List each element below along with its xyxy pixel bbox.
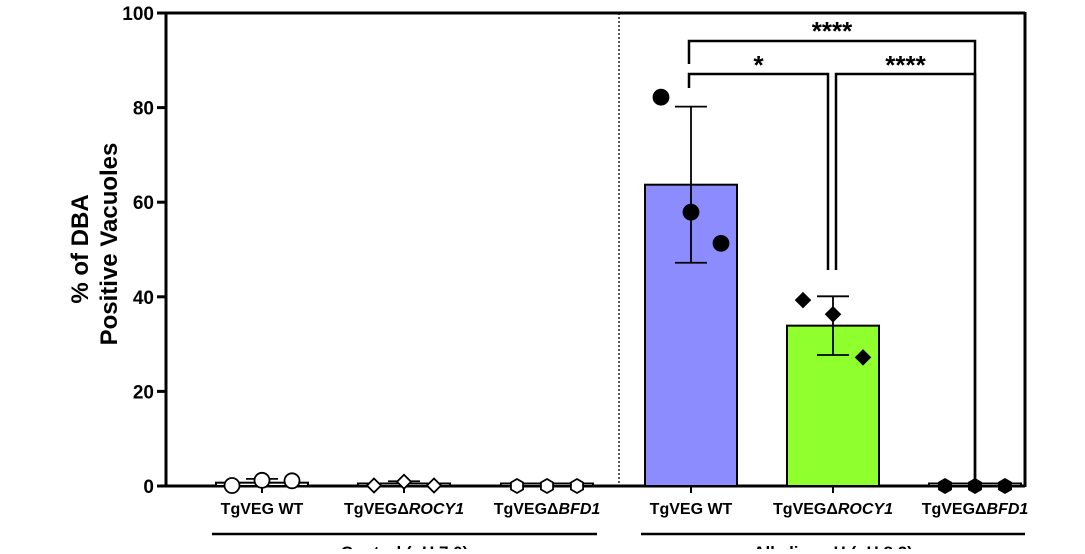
data-point [365,477,383,494]
significance-label: **** [885,50,926,80]
y-axis-title-line2: Positive Vacuoles [96,143,123,346]
x-category-label: TgVEGΔROCY1 [344,501,464,518]
data-point [794,291,812,309]
data-point [253,471,271,489]
data-point [824,306,842,323]
data-point [682,203,700,221]
group-label: Alkaline pH (pH 8.2) [753,543,913,549]
x-category-label: TgVEG WT [221,501,304,518]
data-point [854,349,872,366]
data-point [998,477,1012,495]
data-point [652,88,670,106]
y-tick-label: 80 [133,99,154,120]
significance-bracket [834,72,977,486]
y-tick-label: 20 [133,382,154,403]
y-tick-label: 40 [133,288,154,309]
data-point [223,477,241,494]
data-point [395,473,413,491]
y-tick-label: 100 [122,4,154,25]
significance-label: * [753,50,764,80]
data-point [425,477,443,494]
data-point [283,472,301,490]
y-axis-title-line1: % of DBA [67,194,94,303]
data-point [570,477,584,495]
x-category-label: TgVEG WT [650,501,733,518]
x-category-label: TgVEGΔROCY1 [773,501,893,518]
group-label: Control (pH 7.0) [341,543,469,549]
y-tick-label: 0 [143,477,154,498]
data-point [540,477,554,495]
x-category-label: TgVEGΔBFD1 [494,501,601,518]
data-point [712,234,730,252]
data-point [938,477,952,495]
y-tick-label: 60 [133,193,154,214]
data-point [510,477,524,495]
x-category-label: TgVEGΔBFD1 [922,501,1029,518]
significance-label: **** [812,16,853,46]
significance-bracket [687,72,830,270]
